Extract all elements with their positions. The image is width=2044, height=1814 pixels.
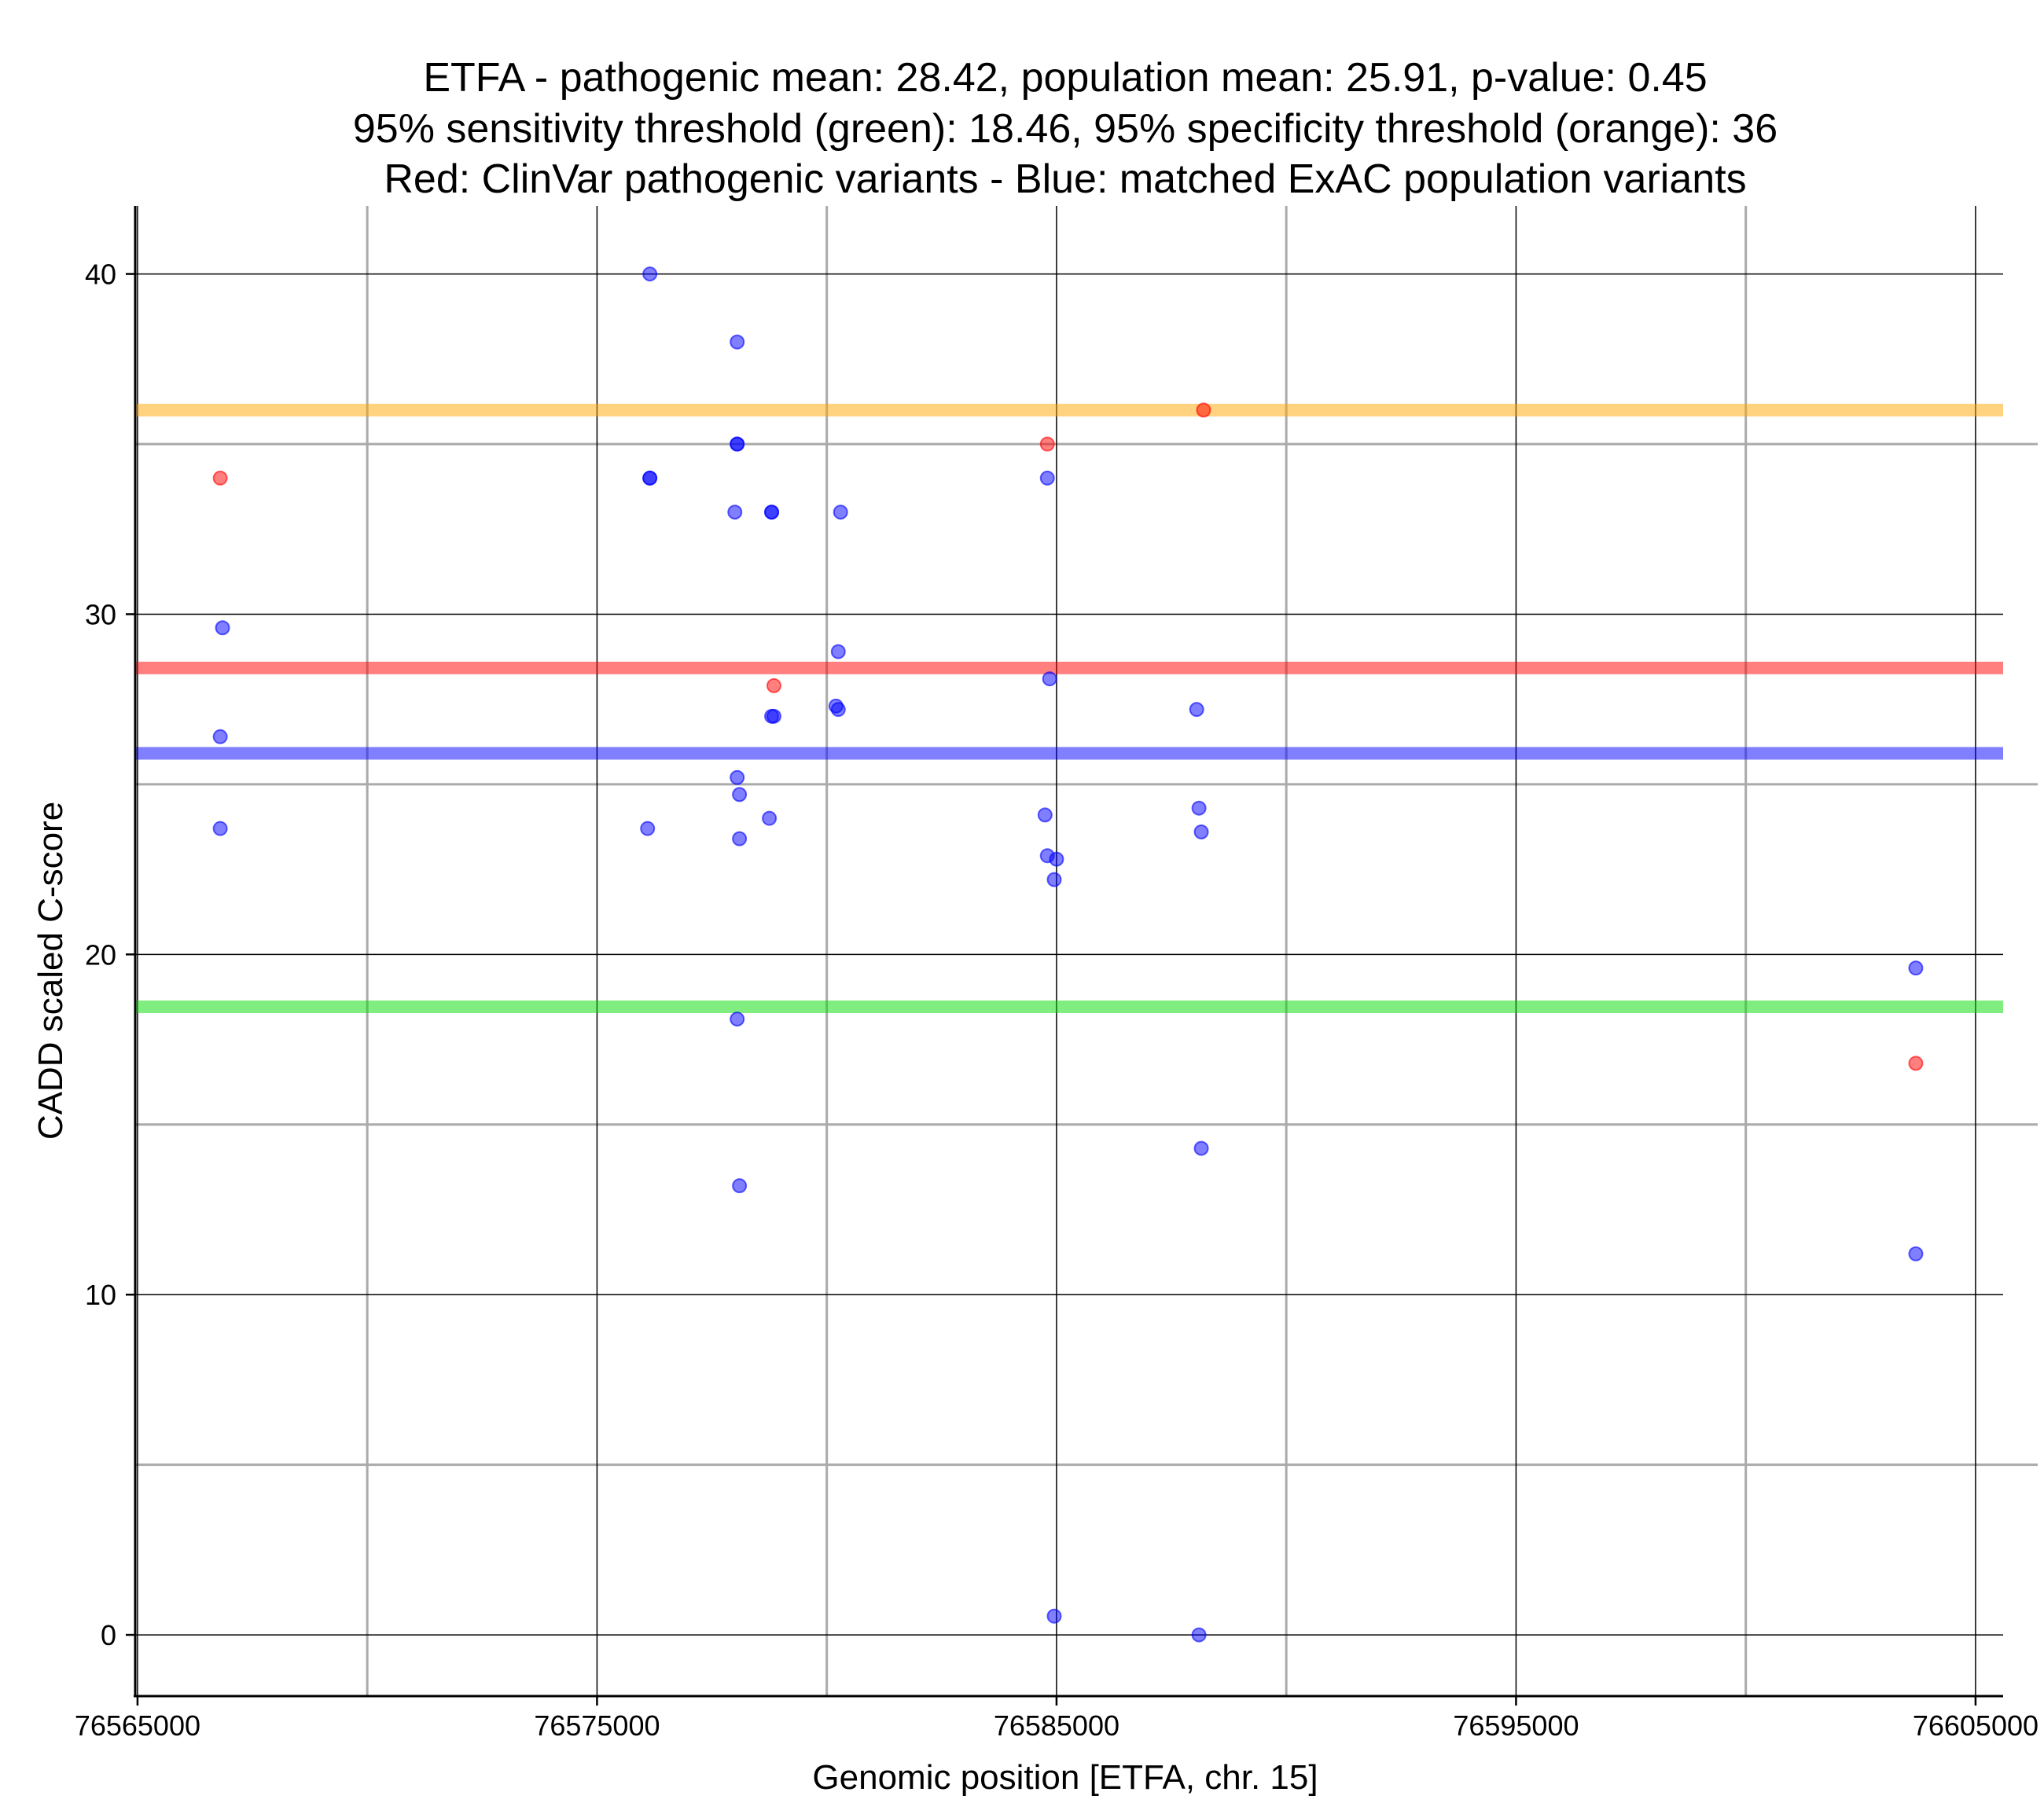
x-axis-label: Genomic position [ETFA, chr. 15] [812,1758,1318,1797]
population-point [762,810,778,826]
axes [134,206,2003,1698]
x-tick-label: 76605000 [1913,1709,2038,1742]
population-point [212,821,228,836]
chart-title: ETFA - pathogenic mean: 28.42, populatio… [353,55,1777,202]
population-point [766,708,781,724]
pathogenic-point [1039,436,1055,452]
population-point [1042,671,1057,687]
y-tick-label: 20 [85,938,116,971]
title-line-3: Red: ClinVar pathogenic variants - Blue:… [384,156,1746,202]
population-point [727,505,743,520]
pathogenic-point [766,677,781,693]
population-point [730,334,745,350]
population-point [212,729,228,744]
population-point [1039,470,1055,486]
population-point [1193,1140,1209,1156]
x-tick-label: 76565000 [75,1709,200,1742]
population-point [1189,702,1204,718]
population-point [730,1012,745,1027]
pathogenic-point [1908,1056,1924,1071]
population-point [640,821,656,836]
population-point [642,470,658,486]
population-point [1049,851,1064,867]
population-point [764,505,780,520]
population-point [1191,800,1207,816]
population-point [732,787,748,802]
population-point [1037,807,1053,823]
population-point [1191,1627,1207,1643]
x-tick-label: 76585000 [994,1709,1119,1742]
y-tick-label: 40 [85,259,116,291]
population-point [1046,872,1062,887]
data-points [212,266,1924,1643]
population-point [732,1178,748,1194]
y-tick-label: 0 [101,1619,116,1651]
x-tick-label: 76575000 [534,1709,660,1742]
minor-grid [135,206,2038,1696]
reference-lines [135,403,2003,1013]
population-point [830,644,846,659]
population-point [730,769,745,785]
population-point [1046,1608,1062,1624]
title-line-1: ETFA - pathogenic mean: 28.42, populatio… [423,55,1707,101]
y-axis-ticks: 0 10 20 30 40 [85,259,135,1651]
population-point [732,831,748,846]
population-point [1193,824,1209,839]
population-point [1908,960,1924,976]
population-point [730,436,745,452]
y-tick-label: 30 [85,598,116,630]
x-axis-ticks: 76565000 76575000 76585000 76595000 76605000 [75,1696,2038,1742]
title-line-2: 95% sensitivity threshold (green): 18.46… [353,106,1777,152]
population-point [830,702,846,718]
pathogenic-point [212,470,228,486]
y-axis-label: CADD scaled C-score [31,802,70,1140]
y-tick-label: 10 [85,1279,116,1311]
population-point [833,505,848,520]
pathogenic-point [1196,402,1211,418]
population-point [215,620,230,636]
population-point [642,266,658,282]
x-tick-label: 76595000 [1453,1709,1579,1742]
major-grid [135,206,2003,1696]
population-point [1908,1246,1924,1261]
